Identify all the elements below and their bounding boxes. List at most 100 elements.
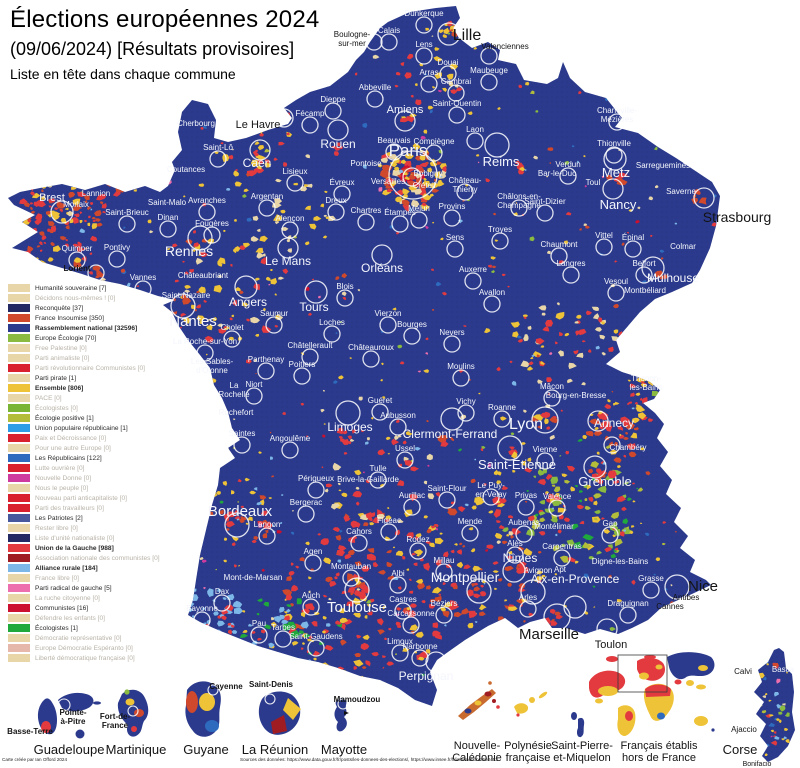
city-ring	[548, 499, 566, 517]
city-label: Montélimar	[534, 522, 574, 531]
city-ring	[641, 256, 665, 280]
city-label: Rouen	[320, 137, 355, 151]
legend-row: Nouveau parti anticapitaliste [0]	[8, 493, 160, 503]
inset-polynesie	[514, 691, 548, 717]
city-label: Saverne	[666, 187, 696, 196]
city-ring	[415, 16, 433, 34]
legend-swatch	[8, 574, 30, 582]
city-label: Loches	[319, 318, 345, 327]
city-label: Digne-les-Bains	[592, 557, 648, 566]
city-label: Morlaix	[63, 200, 89, 209]
city-ring	[170, 293, 196, 319]
city-label: Cahors	[346, 527, 372, 536]
city-ring	[420, 75, 438, 93]
city-label: Châlons-en-Champagne	[497, 192, 541, 210]
city-label: Blois	[336, 282, 353, 291]
city-ring	[439, 65, 457, 83]
city-ring	[304, 280, 328, 304]
city-label: Saint-Dizier	[524, 197, 566, 206]
city-label: Évreux	[330, 178, 355, 187]
city-label: Cambrai	[441, 77, 471, 86]
city-label: Thonon-les-Bains	[630, 374, 663, 392]
city-label: Saint-Flour	[427, 484, 466, 493]
city-label: Cayenne	[209, 682, 243, 691]
europe-inset-box	[617, 654, 668, 693]
city-ring	[536, 204, 554, 222]
inset-mayotte	[334, 698, 349, 732]
legend-row: Décidons nous-mêmes ! [0]	[8, 293, 160, 303]
territory-label: Martinique	[106, 742, 167, 757]
legend-swatch	[8, 564, 30, 572]
city-label: Reims	[483, 154, 520, 169]
city-label: Aix-en-Provence	[531, 572, 620, 586]
city-label: Bourg-en-Bresse	[546, 391, 607, 400]
city-label: Béziers	[431, 599, 458, 608]
city-ring	[196, 344, 214, 362]
city-label: Vannes	[130, 273, 157, 282]
city-label: Basse-Terre	[7, 727, 53, 736]
city-ring	[642, 581, 660, 599]
city-label: Calais	[378, 26, 400, 35]
city-ring	[480, 73, 498, 91]
city-label: Quimper	[62, 244, 93, 253]
city-ring	[301, 116, 319, 134]
city-ring	[388, 150, 438, 200]
city-ring	[563, 595, 587, 619]
city-ring	[302, 598, 320, 616]
city-label: Rodez	[406, 535, 429, 544]
legend-row: La ruche citoyenne [0]	[8, 593, 160, 603]
city-ring	[257, 362, 275, 380]
legend-label: La ruche citoyenne [0]	[35, 594, 100, 602]
city-label: Château-Thierry	[449, 176, 482, 194]
city-label: Étampes	[384, 208, 416, 217]
legend-label: Alliance rurale [184]	[35, 564, 98, 572]
page-title: Élections européennes 2024	[10, 6, 320, 33]
city-ring	[335, 400, 361, 426]
city-ring	[307, 481, 325, 499]
city-ring	[249, 139, 271, 161]
city-label: Périgueux	[298, 474, 334, 483]
legend-swatch	[8, 474, 30, 482]
legend-swatch	[8, 334, 30, 342]
city-label: Belfort	[632, 259, 656, 268]
territory-labels: Guadeloupe Martinique Guyane La Réunion Mayo…	[34, 740, 758, 764]
city-label: Agen	[304, 547, 323, 556]
legend-row: Les Patriotes [2]	[8, 513, 160, 523]
city-label: Saint-Denis	[249, 680, 294, 689]
legend-swatch	[8, 384, 30, 392]
map-credit: Carte créée par Ian Offord 2024	[2, 757, 68, 762]
city-label: Châteauroux	[348, 343, 394, 352]
legend-swatch	[8, 554, 30, 562]
city-label: Parthenay	[248, 355, 284, 364]
city-label: Albi	[391, 569, 405, 578]
city-label: Poitiers	[289, 360, 316, 369]
city-ring	[559, 167, 577, 185]
city-ring	[324, 102, 342, 120]
legend-row: Écologistes [0]	[8, 403, 160, 413]
legend-swatch	[8, 394, 30, 402]
inset-saint-pierre-et-miquelon	[571, 712, 585, 738]
city-ring	[536, 452, 554, 470]
city-ring	[438, 491, 456, 509]
city-label: Saint-Brieuc	[105, 208, 149, 217]
city-label: Antibes	[673, 593, 700, 602]
city-label: Charleville-Mézières	[597, 106, 637, 124]
city-ring	[108, 250, 126, 268]
legend-swatch	[8, 304, 30, 312]
legend-row: Nous le peuple [0]	[8, 483, 160, 493]
city-label: Privas	[515, 491, 537, 500]
city-ring	[265, 316, 283, 334]
city-ring	[198, 203, 216, 221]
city-ring	[693, 187, 715, 209]
city-ring	[333, 185, 351, 203]
city-label: Thionville	[597, 139, 631, 148]
city-label: Nantes	[169, 313, 217, 330]
city-label: Arles	[519, 593, 537, 602]
city-ring	[293, 367, 311, 385]
city-label: Fort-de-France	[100, 712, 131, 730]
city-label: Bobigny	[414, 169, 443, 178]
city-label: Langon	[254, 520, 281, 529]
city-ring	[517, 498, 535, 516]
city-label: Carcassonne	[387, 609, 435, 618]
city-ring	[466, 578, 492, 604]
